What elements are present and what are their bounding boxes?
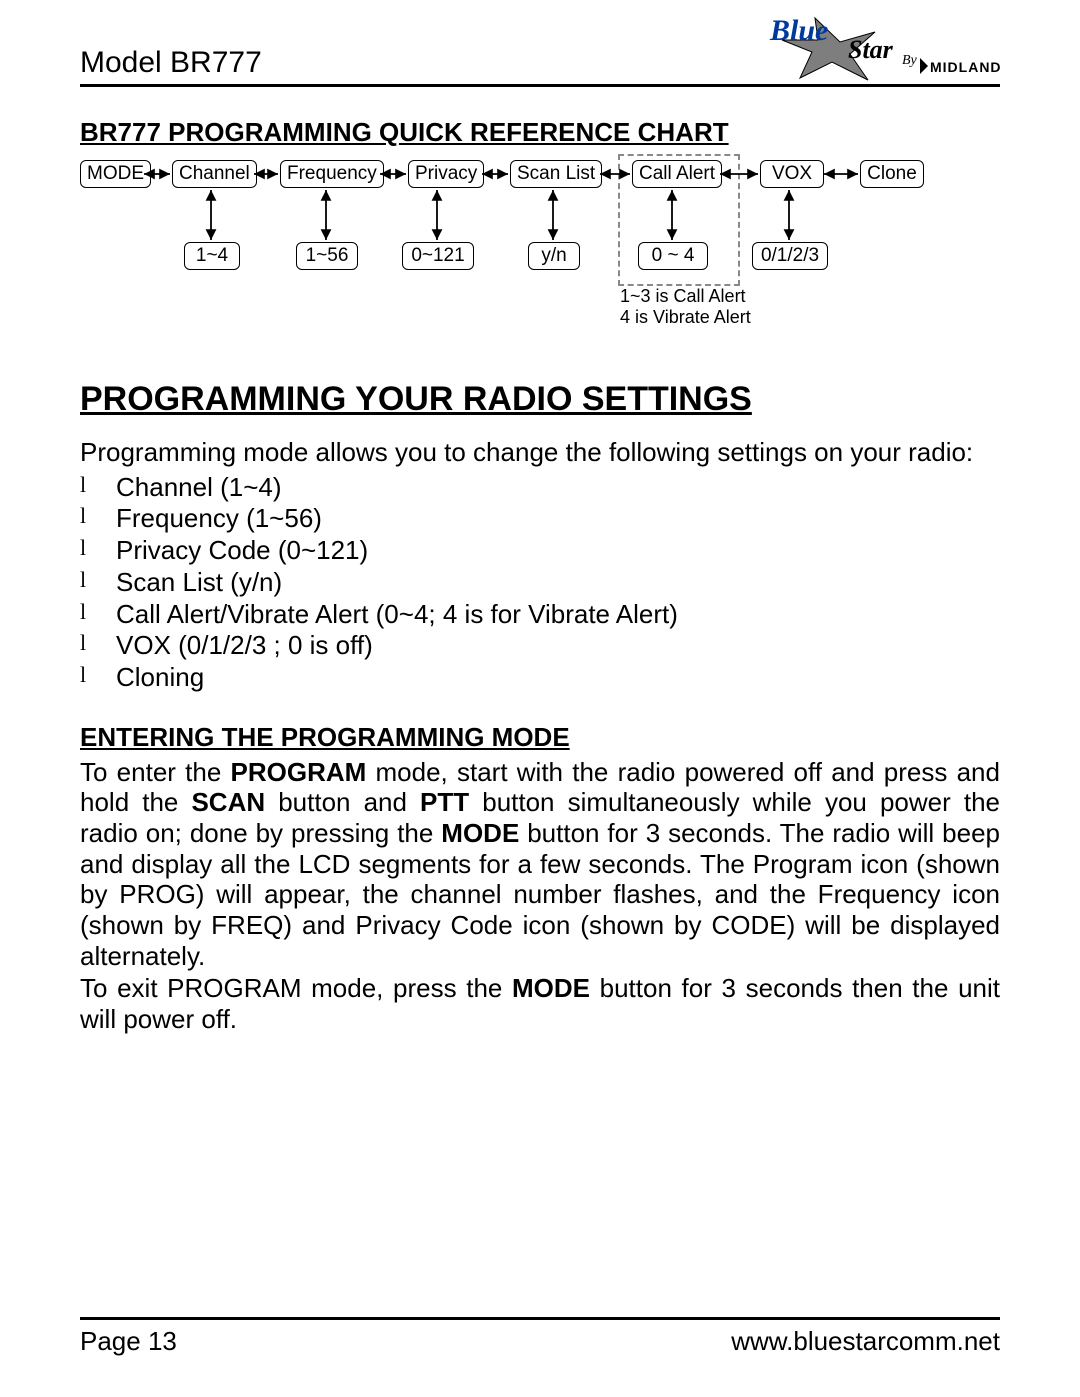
bullet-mark: l — [80, 567, 116, 599]
bullet-mark: l — [80, 503, 116, 535]
list-item: lVOX (0/1/2/3 ; 0 is off) — [80, 630, 1000, 662]
page-number: Page 13 — [80, 1326, 177, 1357]
svg-text:MIDLAND: MIDLAND — [930, 59, 1000, 75]
reference-chart: MODEChannelFrequencyPrivacyScan ListCall… — [80, 160, 1000, 340]
logo-blue-text: Blue — [769, 14, 828, 47]
chart-title: BR777 PROGRAMMING QUICK REFERENCE CHART — [80, 117, 1000, 148]
list-item: lPrivacy Code (0~121) — [80, 535, 1000, 567]
logo-star-text: Star — [848, 35, 894, 64]
svg-text:By: By — [902, 53, 918, 68]
bullet-text: VOX (0/1/2/3 ; 0 is off) — [116, 630, 373, 662]
paragraph-2: To exit PROGRAM mode, press the MODE but… — [80, 973, 1000, 1034]
chart-note: 1~3 is Call Alert4 is Vibrate Alert — [620, 286, 751, 327]
bullet-mark: l — [80, 630, 116, 662]
list-item: lChannel (1~4) — [80, 472, 1000, 504]
sub-heading: ENTERING THE PROGRAMMING MODE — [80, 722, 1000, 753]
chart-arrows — [80, 160, 1000, 340]
bullet-text: Privacy Code (0~121) — [116, 535, 368, 567]
list-item: lScan List (y/n) — [80, 567, 1000, 599]
intro-text: Programming mode allows you to change th… — [80, 437, 1000, 468]
header: Model BR777 Blue Star By MIDLAND — [80, 20, 1000, 87]
bullet-mark: l — [80, 472, 116, 504]
bullet-mark: l — [80, 599, 116, 631]
bullet-text: Channel (1~4) — [116, 472, 282, 504]
bullet-mark: l — [80, 535, 116, 567]
bullet-text: Call Alert/Vibrate Alert (0~4; 4 is for … — [116, 599, 678, 631]
paragraph-1: To enter the PROGRAM mode, start with th… — [80, 757, 1000, 972]
bullet-text: Cloning — [116, 662, 204, 694]
footer: Page 13 www.bluestarcomm.net — [80, 1317, 1000, 1357]
bullet-mark: l — [80, 662, 116, 694]
main-heading: PROGRAMMING YOUR RADIO SETTINGS — [80, 380, 1000, 419]
bullet-text: Frequency (1~56) — [116, 503, 322, 535]
list-item: lFrequency (1~56) — [80, 503, 1000, 535]
footer-url: www.bluestarcomm.net — [731, 1326, 1000, 1357]
list-item: lCall Alert/Vibrate Alert (0~4; 4 is for… — [80, 599, 1000, 631]
bullet-text: Scan List (y/n) — [116, 567, 282, 599]
bullet-list: lChannel (1~4)lFrequency (1~56)lPrivacy … — [80, 472, 1000, 694]
model-title: Model BR777 — [80, 46, 262, 80]
list-item: lCloning — [80, 662, 1000, 694]
brand-logo: Blue Star By MIDLAND — [720, 20, 1000, 80]
